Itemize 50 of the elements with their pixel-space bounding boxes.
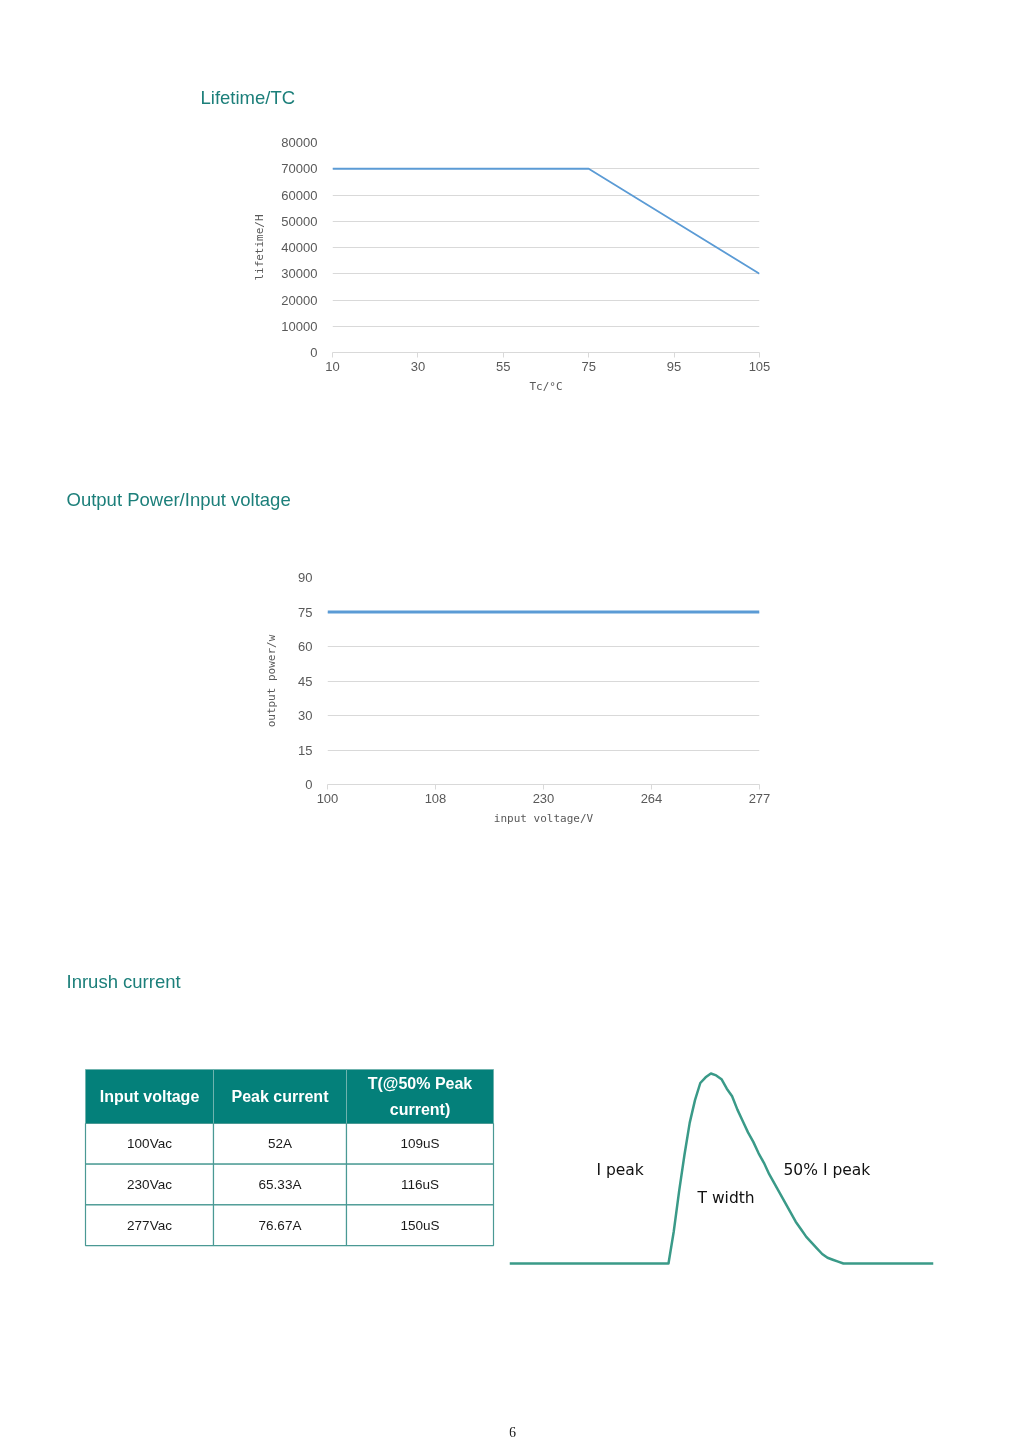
x-tick-label: 10 bbox=[325, 358, 340, 374]
y-tick-label: 10000 bbox=[281, 318, 318, 334]
x-tick-label: 100 bbox=[316, 790, 339, 806]
annotation: 50% I peak bbox=[783, 1160, 871, 1179]
x-tick-label: 277 bbox=[748, 790, 771, 806]
chart-title: Lifetime/TC bbox=[200, 86, 296, 108]
x-tick-label: 108 bbox=[424, 790, 447, 806]
y-tick-label: 60 bbox=[298, 639, 313, 654]
x-tick-label: 264 bbox=[640, 790, 663, 806]
x-tick-label: 30 bbox=[410, 358, 426, 374]
data-label: 65.33A bbox=[258, 1177, 302, 1193]
x-tick-label: 230 bbox=[532, 790, 555, 806]
annotation: I peak bbox=[596, 1160, 644, 1179]
data-label: 52A bbox=[267, 1136, 293, 1152]
text: Inrush current bbox=[66, 970, 181, 992]
x-tick-label: 55 bbox=[496, 358, 511, 374]
y-axis-title: lifetime/H bbox=[253, 214, 267, 281]
x-tick-label: 95 bbox=[666, 358, 682, 374]
category-label: 100Vac bbox=[127, 1136, 173, 1152]
y-tick-label: 60000 bbox=[281, 187, 318, 203]
category-label: 277Vac bbox=[127, 1217, 173, 1233]
y-tick-label: 90 bbox=[298, 570, 313, 585]
y-tick-label: 0 bbox=[310, 345, 318, 360]
y-tick-label: 45 bbox=[298, 673, 313, 689]
data-label: 150uS bbox=[400, 1217, 440, 1233]
y-tick-label: 0 bbox=[305, 777, 313, 792]
data-label: 109uS bbox=[400, 1136, 440, 1152]
x-tick-label: 75 bbox=[581, 358, 596, 374]
y-tick-label: 80000 bbox=[281, 135, 318, 150]
series-label: Peak current bbox=[231, 1088, 330, 1105]
data-label: 76.67A bbox=[258, 1217, 302, 1233]
series-label: T(@50% Peak current) bbox=[367, 1075, 473, 1118]
x-axis-title: Tc/°C bbox=[529, 379, 563, 393]
y-tick-label: 20000 bbox=[281, 292, 318, 308]
y-tick-label: 30000 bbox=[281, 266, 318, 282]
text: 6 bbox=[509, 1424, 516, 1440]
text: Output Power/Input voltage bbox=[66, 488, 291, 510]
y-tick-label: 30 bbox=[298, 708, 313, 723]
x-axis-title: input voltage/V bbox=[493, 811, 594, 825]
annotation: T width bbox=[696, 1188, 755, 1207]
data-label: 116uS bbox=[400, 1177, 440, 1193]
y-tick-label: 15 bbox=[298, 742, 313, 758]
y-tick-label: 50000 bbox=[281, 213, 318, 229]
y-tick-label: 70000 bbox=[281, 161, 318, 177]
text: Input voltage bbox=[99, 1088, 200, 1105]
y-axis-title: output power/w bbox=[265, 634, 279, 728]
y-tick-label: 40000 bbox=[281, 240, 318, 255]
x-tick-label: 105 bbox=[748, 358, 771, 374]
category-label: 230Vac bbox=[127, 1177, 173, 1193]
y-tick-label: 75 bbox=[298, 604, 313, 620]
